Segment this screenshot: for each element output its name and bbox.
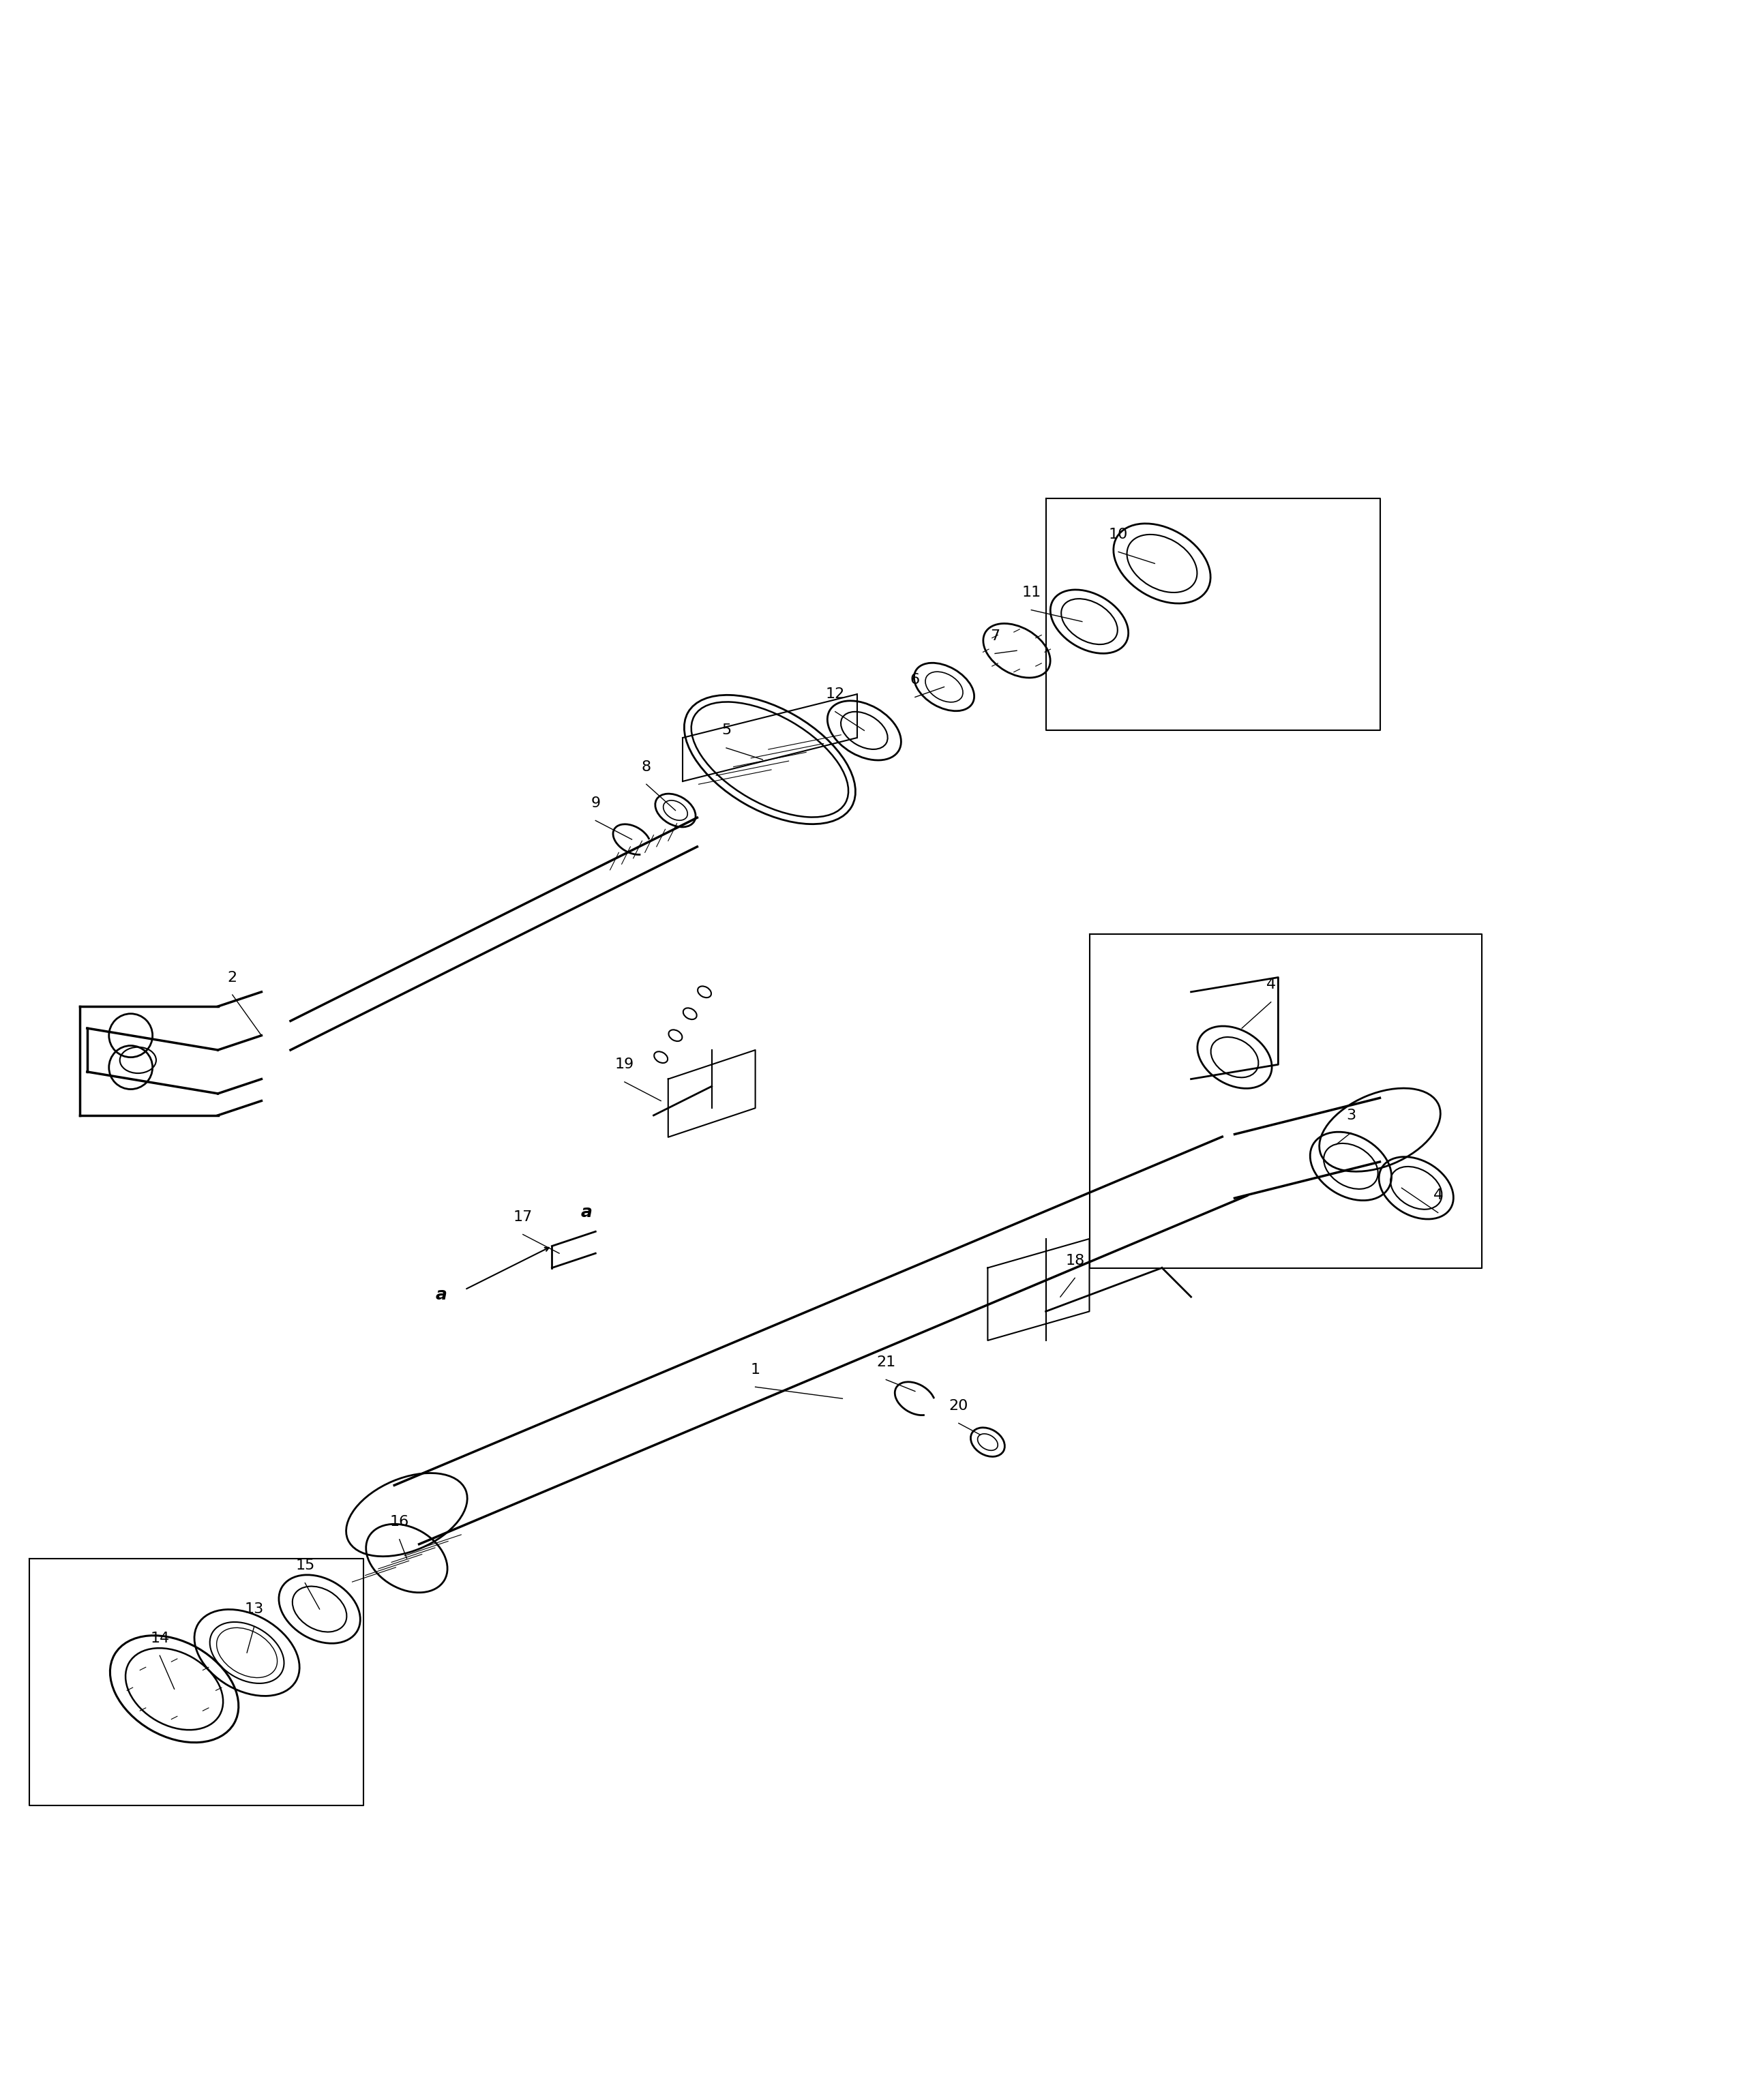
Text: 15: 15 [295,1558,315,1573]
Text: 8: 8 [641,760,652,773]
Text: 1: 1 [751,1363,760,1376]
Text: 11: 11 [1021,586,1041,598]
Text: 13: 13 [244,1602,263,1615]
Text: 9: 9 [591,796,600,811]
Text: 16: 16 [390,1516,410,1529]
Text: a: a [580,1203,593,1220]
Text: a: a [436,1287,448,1304]
Text: 6: 6 [910,672,920,687]
Text: 17: 17 [512,1210,533,1224]
Text: 3: 3 [1346,1109,1356,1121]
Text: 14: 14 [150,1632,169,1644]
Text: 5: 5 [722,724,730,737]
Text: 10: 10 [1109,527,1128,542]
Text: 4: 4 [1265,979,1276,991]
Text: 4: 4 [1433,1189,1443,1201]
Text: 7: 7 [990,630,1000,643]
Text: 20: 20 [948,1399,969,1413]
Text: 19: 19 [615,1058,634,1071]
Text: 21: 21 [877,1354,896,1369]
Text: 2: 2 [228,970,237,985]
Text: 12: 12 [826,687,845,701]
Text: 18: 18 [1065,1254,1084,1268]
